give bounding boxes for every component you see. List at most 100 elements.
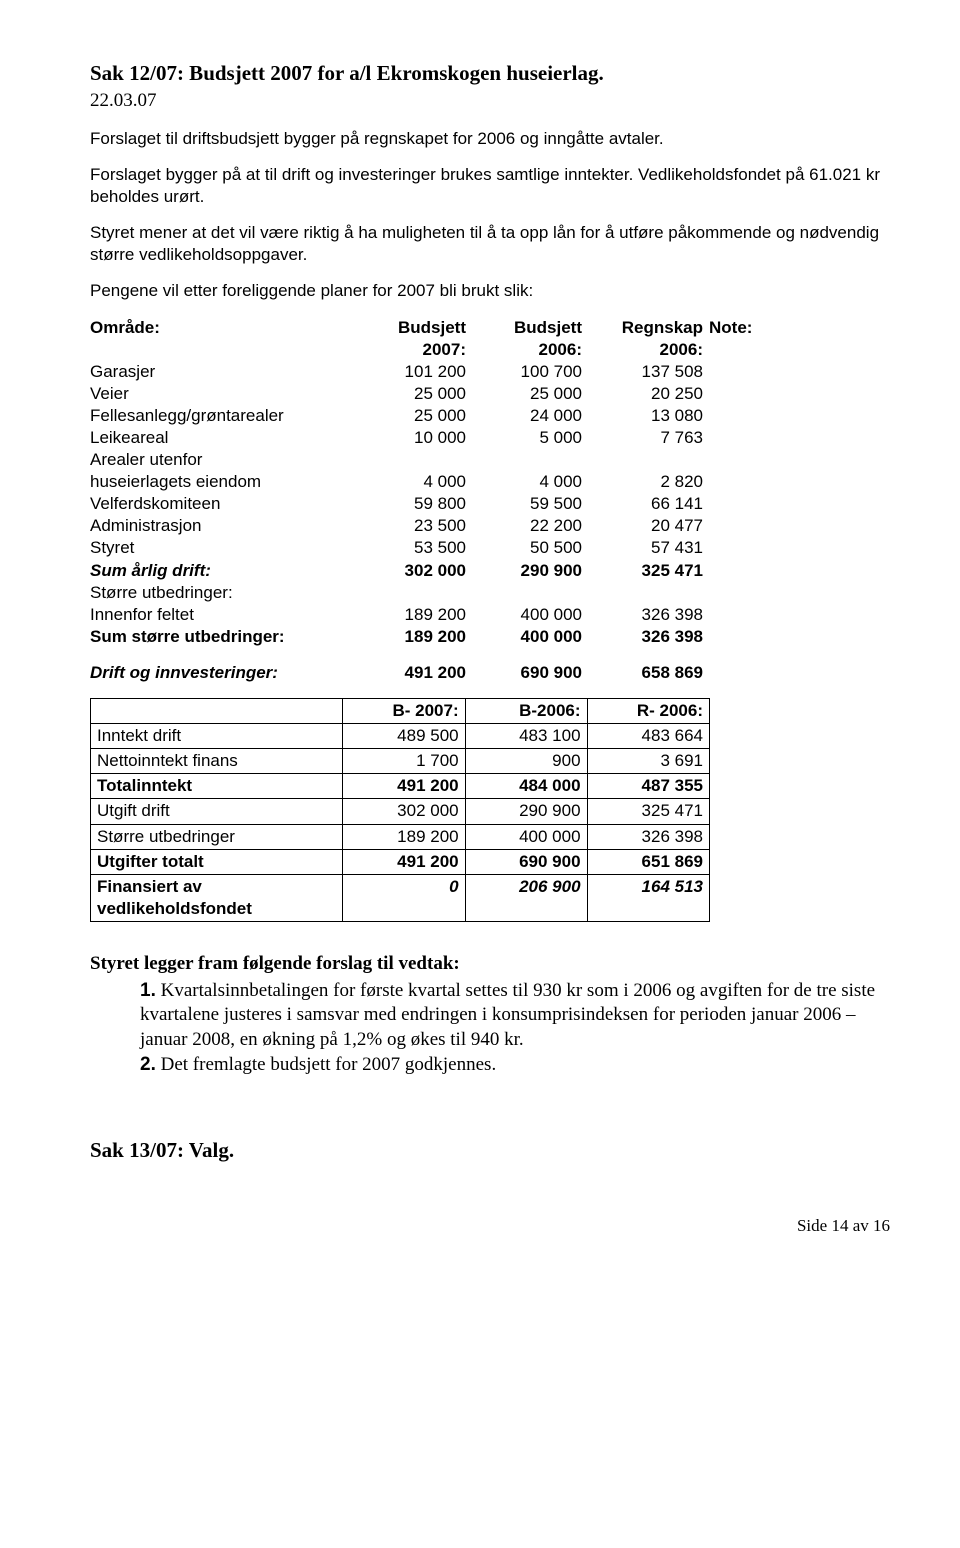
cell: 25 000 <box>356 405 472 427</box>
cell: 189 200 <box>343 824 465 849</box>
cell: 326 398 <box>588 604 709 626</box>
proposal-list: 1. Kvartalsinnbetalingen for første kvar… <box>90 979 890 1078</box>
cell: 400 000 <box>465 824 587 849</box>
budget-table: Område: Budsjett Budsjett Regnskap Note:… <box>90 317 890 685</box>
list-item: 2. Det fremlagte budsjett for 2007 godkj… <box>134 1053 890 1078</box>
cell: 50 500 <box>472 537 588 559</box>
cell: 57 431 <box>588 537 709 559</box>
cell: 290 900 <box>465 799 587 824</box>
cell: 484 000 <box>465 774 587 799</box>
cell: 206 900 <box>465 874 587 921</box>
cell: 1 700 <box>343 749 465 774</box>
paragraph: Forslaget til driftsbudsjett bygger på r… <box>90 128 890 150</box>
cell: 326 398 <box>588 626 709 648</box>
cell: 24 000 <box>472 405 588 427</box>
cell: 400 000 <box>472 626 588 648</box>
row-label: huseierlagets eiendom <box>90 471 356 493</box>
row-label: Sum større utbedringer: <box>90 626 356 648</box>
cell: 0 <box>343 874 465 921</box>
cell: 25 000 <box>356 383 472 405</box>
row-label: Innenfor feltet <box>90 604 356 626</box>
col-header: Budsjett <box>356 317 472 339</box>
cell: 137 508 <box>588 361 709 383</box>
cell: 189 200 <box>356 604 472 626</box>
summary-table: B- 2007: B-2006: R- 2006: Inntekt drift4… <box>90 698 710 922</box>
cell: 2 820 <box>588 471 709 493</box>
cell: 59 500 <box>472 493 588 515</box>
list-item: 1. Kvartalsinnbetalingen for første kvar… <box>134 979 890 1053</box>
cell: 22 200 <box>472 515 588 537</box>
col-header: R- 2006: <box>587 699 709 724</box>
cell: 487 355 <box>587 774 709 799</box>
cell: 302 000 <box>343 799 465 824</box>
cell: 20 250 <box>588 383 709 405</box>
row-label: Leikeareal <box>90 427 356 449</box>
cell: 651 869 <box>587 849 709 874</box>
cell: 690 900 <box>465 849 587 874</box>
cell: 302 000 <box>356 560 472 582</box>
row-label: Større utbedringer: <box>90 582 356 604</box>
row-label: Utgift drift <box>91 799 343 824</box>
row-label: Drift og innvesteringer: <box>90 662 356 684</box>
col-header: Område: <box>90 317 356 339</box>
col-header: B- 2007: <box>343 699 465 724</box>
cell: 400 000 <box>472 604 588 626</box>
cell: 7 763 <box>588 427 709 449</box>
cell: 325 471 <box>588 560 709 582</box>
cell: 3 691 <box>587 749 709 774</box>
cell: 658 869 <box>588 662 709 684</box>
cell: 4 000 <box>356 471 472 493</box>
cell: 13 080 <box>588 405 709 427</box>
cell: 325 471 <box>587 799 709 824</box>
cell: 491 200 <box>343 849 465 874</box>
row-label: Fellesanlegg/grøntarealer <box>90 405 356 427</box>
cell: 53 500 <box>356 537 472 559</box>
col-header: Regnskap <box>588 317 709 339</box>
cell: 100 700 <box>472 361 588 383</box>
cell: 23 500 <box>356 515 472 537</box>
cell: 491 200 <box>343 774 465 799</box>
cell: 326 398 <box>587 824 709 849</box>
cell: 290 900 <box>472 560 588 582</box>
row-label: Garasjer <box>90 361 356 383</box>
cell: 101 200 <box>356 361 472 383</box>
paragraph: Forslaget bygger på at til drift og inve… <box>90 164 890 208</box>
col-header: Budsjett <box>472 317 588 339</box>
col-header: Note: <box>709 317 890 339</box>
col-subheader: 2006: <box>472 339 588 361</box>
row-label: Større utbedringer <box>91 824 343 849</box>
row-label: Finansiert av vedlikeholdsfondet <box>91 874 343 921</box>
row-label: Styret <box>90 537 356 559</box>
cell: 59 800 <box>356 493 472 515</box>
col-header: B-2006: <box>465 699 587 724</box>
cell: 900 <box>465 749 587 774</box>
row-label: Sum årlig drift: <box>90 560 356 582</box>
page-footer: Side 14 av 16 <box>90 1215 890 1237</box>
paragraph: Styret mener at det vil være riktig å ha… <box>90 222 890 266</box>
cell: 483 664 <box>587 724 709 749</box>
cell: 491 200 <box>356 662 472 684</box>
date: 22.03.07 <box>90 89 890 114</box>
proposal-title: Styret legger fram følgende forslag til … <box>90 952 890 977</box>
row-label: Utgifter totalt <box>91 849 343 874</box>
cell: 66 141 <box>588 493 709 515</box>
col-subheader: 2006: <box>588 339 709 361</box>
row-label: Totalinntekt <box>91 774 343 799</box>
row-label: Inntekt drift <box>91 724 343 749</box>
cell: 189 200 <box>356 626 472 648</box>
cell: 10 000 <box>356 427 472 449</box>
page-title: Sak 12/07: Budsjett 2007 for a/l Ekromsk… <box>90 60 890 87</box>
paragraph: Pengene vil etter foreliggende planer fo… <box>90 280 890 302</box>
row-label: Veier <box>90 383 356 405</box>
col-subheader: 2007: <box>356 339 472 361</box>
cell: 5 000 <box>472 427 588 449</box>
cell: 20 477 <box>588 515 709 537</box>
row-label: Arealer utenfor <box>90 449 356 471</box>
cell: 483 100 <box>465 724 587 749</box>
row-label: Administrasjon <box>90 515 356 537</box>
cell: 690 900 <box>472 662 588 684</box>
cell: 489 500 <box>343 724 465 749</box>
row-label: Velferdskomiteen <box>90 493 356 515</box>
cell: 164 513 <box>587 874 709 921</box>
cell: 4 000 <box>472 471 588 493</box>
